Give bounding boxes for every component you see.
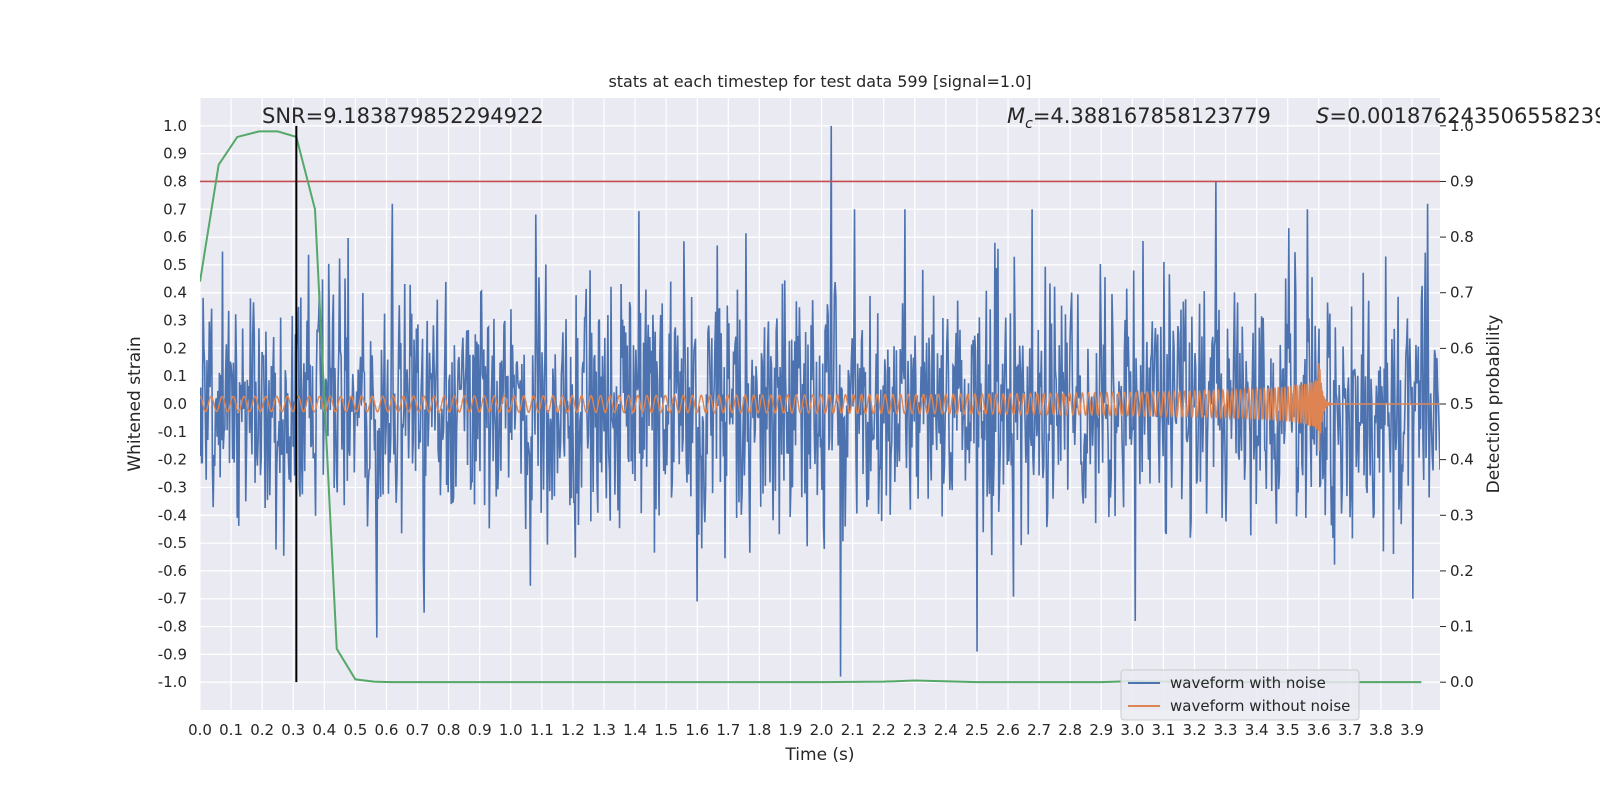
s-symbol: S — [1316, 104, 1329, 128]
x-axis-label: Time (s) — [784, 745, 854, 765]
y-tick-label: -0.9 — [158, 645, 187, 663]
x-tick-label: 1.5 — [654, 721, 678, 739]
legend-label-noise: waveform with noise — [1170, 674, 1326, 692]
mc-value: =4.388167858123779 — [1033, 104, 1271, 128]
y2-tick-label: 0.4 — [1450, 451, 1474, 469]
x-tick-label: 2.6 — [996, 721, 1020, 739]
x-tick-label: 1.1 — [530, 721, 554, 739]
x-tick-label: 3.1 — [1151, 721, 1175, 739]
y-tick-label: 0.1 — [163, 367, 187, 385]
mc-subscript: c — [1025, 116, 1033, 132]
y-tick-label: -0.6 — [158, 562, 187, 580]
y2-tick-label: 1.0 — [1450, 117, 1474, 135]
y2-axis-label: Detection probability — [1484, 315, 1504, 494]
x-tick-label: 2.0 — [810, 721, 834, 739]
x-tick-label: 0.6 — [375, 721, 399, 739]
y-tick-label: -1.0 — [158, 673, 187, 691]
s-value: =0.0018762435065582397 — [1329, 104, 1600, 128]
x-tick-label: 2.4 — [934, 721, 958, 739]
x-tick-label: 2.5 — [965, 721, 989, 739]
x-tick-label: 0.3 — [281, 721, 305, 739]
x-tick-label: 3.9 — [1400, 721, 1424, 739]
snr-annotation: SNR=9.183879852294922 — [262, 104, 544, 128]
y-tick-label: 0.3 — [163, 312, 187, 330]
y-tick-label: -0.5 — [158, 534, 187, 552]
x-tick-label: 2.9 — [1089, 721, 1113, 739]
y2-tick-label: 0.1 — [1450, 618, 1474, 636]
x-tick-label: 3.4 — [1245, 721, 1269, 739]
y-tick-label: -0.7 — [158, 590, 187, 608]
x-tick-label: 0.1 — [219, 721, 243, 739]
y-tick-label: 0.7 — [163, 200, 187, 218]
x-tick-label: 0.5 — [343, 721, 367, 739]
y2-tick-label: 0.2 — [1450, 562, 1474, 580]
y2-tick-label: 0.6 — [1450, 339, 1474, 357]
y-tick-label: 0.5 — [163, 256, 187, 274]
mc-annotation: Mc=4.388167858123779 — [1007, 104, 1271, 132]
x-tick-label: 1.8 — [747, 721, 771, 739]
legend: waveform with noise waveform without noi… — [1120, 669, 1360, 721]
y2-tick-label: 0.7 — [1450, 284, 1474, 302]
x-tick-label: 1.0 — [499, 721, 523, 739]
x-tick-label: 0.7 — [406, 721, 430, 739]
legend-label-clean: waveform without noise — [1170, 697, 1350, 715]
y-tick-label: -0.4 — [158, 506, 187, 524]
x-tick-label: 2.3 — [903, 721, 927, 739]
x-tick-label: 1.3 — [592, 721, 616, 739]
legend-box — [1120, 669, 1360, 721]
x-tick-label: 2.2 — [872, 721, 896, 739]
s-annotation: S=0.0018762435065582397 — [1316, 104, 1600, 128]
y2-tick-label: 0.5 — [1450, 395, 1474, 413]
y-tick-label: 0.8 — [163, 172, 187, 190]
x-tick-label: 0.8 — [437, 721, 461, 739]
x-tick-label: 1.9 — [779, 721, 803, 739]
y-tick-label: 1.0 — [163, 117, 187, 135]
mc-symbol: M — [1007, 104, 1025, 128]
chart-title: stats at each timestep for test data 599… — [608, 72, 1031, 91]
y-tick-label: 0.9 — [163, 145, 187, 163]
y-tick-label: -0.8 — [158, 618, 187, 636]
x-tick-label: 1.6 — [685, 721, 709, 739]
y-tick-label: 0.2 — [163, 339, 187, 357]
series-waveform-without-noise — [200, 363, 1440, 452]
x-tick-label: 3.6 — [1307, 721, 1331, 739]
x-tick-label: 0.9 — [468, 721, 492, 739]
x-tick-label: 1.4 — [623, 721, 647, 739]
x-tick-label: 3.2 — [1183, 721, 1207, 739]
x-tick-label: 0.0 — [188, 721, 212, 739]
y2-tick-label: 0.3 — [1450, 506, 1474, 524]
y-tick-label: 0.0 — [163, 395, 187, 413]
y2-tick-label: 0.0 — [1450, 673, 1474, 691]
x-tick-label: 2.1 — [841, 721, 865, 739]
tick-labels: 0.0 0.1 0.2 0.3 0.4 0.5 0.6 0.7 0.8 0.9 1.0 1.1 1.2 1… — [158, 117, 1474, 739]
x-tick-label: 1.2 — [561, 721, 585, 739]
y2-tick-label: 0.9 — [1450, 172, 1474, 190]
x-tick-label: 3.5 — [1276, 721, 1300, 739]
y-tick-label: -0.3 — [158, 478, 187, 496]
x-tick-label: 0.4 — [312, 721, 336, 739]
y-tick-label: 0.6 — [163, 228, 187, 246]
y-axis-label: Whitened strain — [125, 336, 145, 471]
y2-tick-label: 0.8 — [1450, 228, 1474, 246]
x-tick-label: 1.7 — [716, 721, 740, 739]
x-tick-label: 3.7 — [1338, 721, 1362, 739]
x-tick-label: 2.8 — [1058, 721, 1082, 739]
x-tick-label: 0.2 — [250, 721, 274, 739]
x-tick-label: 2.7 — [1027, 721, 1051, 739]
x-tick-label: 3.0 — [1120, 721, 1144, 739]
y-tick-label: -0.1 — [158, 423, 187, 441]
x-tick-label: 3.8 — [1369, 721, 1393, 739]
y-tick-label: 0.4 — [163, 284, 187, 302]
x-tick-label: 3.3 — [1214, 721, 1238, 739]
y-tick-label: -0.2 — [158, 451, 187, 469]
